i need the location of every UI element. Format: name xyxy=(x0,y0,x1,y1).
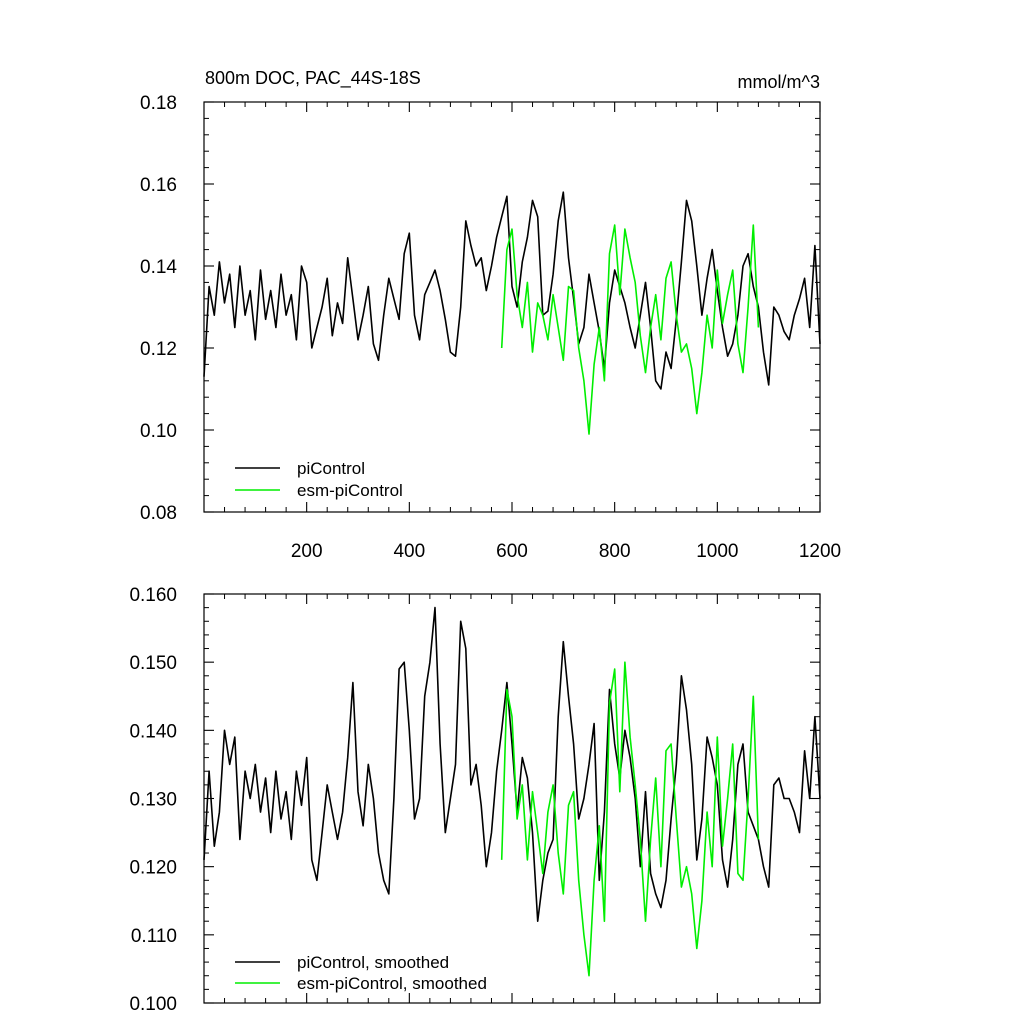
top-series xyxy=(203,191,821,435)
bottom-axis-ticks xyxy=(204,593,821,1004)
y-tick-label: 0.100 xyxy=(129,994,177,1015)
top-chart-title: 800m DOC, PAC_44S-18S xyxy=(205,68,421,89)
x-tick-label: 800 xyxy=(599,541,631,562)
x-tick-label: 400 xyxy=(393,541,425,562)
y-tick-label: 0.10 xyxy=(140,421,177,442)
bottom-panel: 0.100 0.110 0.120 0.130 0.140 0.150 0.160 piCo… xyxy=(129,585,821,1015)
top-y-tick-labels: 0.08 0.10 0.12 0.14 0.16 0.18 xyxy=(140,93,177,524)
top-plot-frame xyxy=(203,101,821,513)
legend-label-esm-picontrol-smoothed: esm-piControl, smoothed xyxy=(297,974,487,993)
series-line-esm-picontrol xyxy=(500,224,760,435)
top-chart-units: mmol/m^3 xyxy=(738,72,820,92)
top-axis-ticks xyxy=(204,101,821,513)
y-tick-label: 0.18 xyxy=(140,93,177,114)
y-tick-label: 0.110 xyxy=(131,926,177,947)
y-tick-label: 0.16 xyxy=(140,175,177,196)
legend-label-esm-picontrol: esm-piControl xyxy=(297,481,403,500)
series-line-picontrol xyxy=(203,606,821,923)
y-tick-label: 0.160 xyxy=(129,585,177,606)
y-tick-label: 0.12 xyxy=(140,339,177,360)
y-tick-label: 0.120 xyxy=(129,858,177,879)
top-legend: piControl esm-piControl xyxy=(235,459,403,500)
bottom-series xyxy=(203,606,821,977)
x-tick-label: 600 xyxy=(496,541,528,562)
legend-label-picontrol-smoothed: piControl, smoothed xyxy=(297,953,449,972)
bottom-y-tick-labels: 0.100 0.110 0.120 0.130 0.140 0.150 0.160 xyxy=(129,585,177,1015)
y-tick-label: 0.150 xyxy=(129,653,177,674)
top-x-tick-labels: 200 400 600 800 1000 1200 xyxy=(291,541,841,562)
legend-label-picontrol: piControl xyxy=(297,459,365,478)
bottom-legend: piControl, smoothed esm-piControl, smoot… xyxy=(235,953,487,993)
y-tick-label: 0.140 xyxy=(129,721,177,742)
y-tick-label: 0.130 xyxy=(129,790,177,811)
y-tick-label: 0.08 xyxy=(140,503,177,524)
x-tick-label: 1200 xyxy=(799,541,841,562)
series-line-esm-picontrol xyxy=(500,661,760,977)
x-tick-label: 1000 xyxy=(696,541,738,562)
y-tick-label: 0.14 xyxy=(140,257,177,278)
x-tick-label: 200 xyxy=(291,541,323,562)
series-line-picontrol xyxy=(203,191,821,390)
top-panel: 0.08 0.10 0.12 0.14 0.16 0.18 200 400 600 800 100… xyxy=(140,68,841,562)
